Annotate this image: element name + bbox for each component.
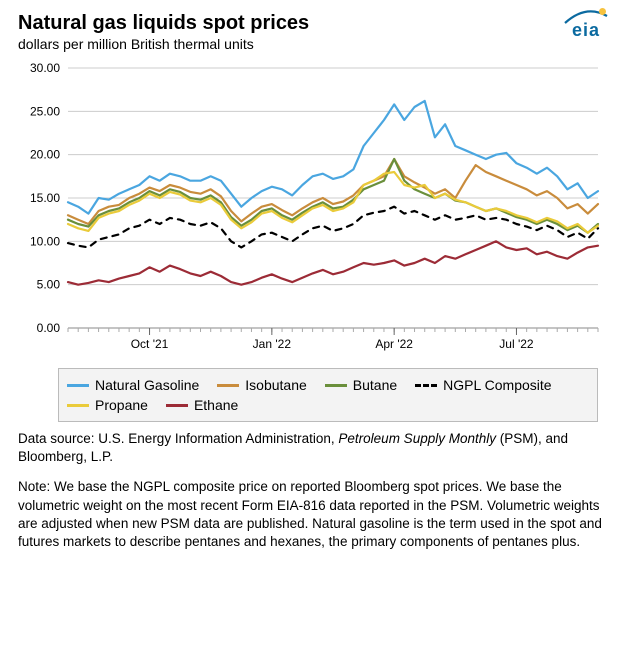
legend-item: NGPL Composite: [415, 375, 551, 395]
svg-text:25.00: 25.00: [30, 104, 60, 118]
legend-label: Propane: [95, 395, 148, 415]
legend-swatch-icon: [166, 404, 188, 407]
svg-text:5.00: 5.00: [37, 278, 61, 292]
svg-text:30.00: 30.00: [30, 61, 60, 75]
svg-text:Jul '22: Jul '22: [499, 337, 534, 351]
legend-swatch-icon: [217, 384, 239, 387]
legend-swatch-icon: [67, 384, 89, 387]
eia-logo: eia: [564, 10, 608, 41]
source-italic: Petroleum Supply Monthly: [338, 431, 496, 446]
chart-card: Natural gas liquids spot prices dollars …: [0, 0, 626, 664]
source-prefix: Data source: U.S. Energy Information Adm…: [18, 431, 338, 446]
legend-label: Natural Gasoline: [95, 375, 199, 395]
chart-legend: Natural Gasoline Isobutane Butane NGPL Comp…: [58, 368, 598, 422]
legend-label: Butane: [353, 375, 397, 395]
line-chart: 0.00 5.00 10.00 15.00 20.00 25.00 30.00 Oct '21…: [18, 52, 608, 362]
svg-text:10.00: 10.00: [30, 234, 60, 248]
legend-swatch-icon: [325, 384, 347, 387]
titles: Natural gas liquids spot prices dollars …: [18, 12, 309, 52]
data-source: Data source: U.S. Energy Information Adm…: [18, 430, 608, 466]
legend-swatch-icon: [67, 404, 89, 407]
svg-text:Jan '22: Jan '22: [253, 337, 292, 351]
legend-item: Isobutane: [217, 375, 307, 395]
eia-arc-icon: [564, 10, 608, 24]
eia-sun-icon: [599, 8, 606, 15]
page-subtitle: dollars per million British thermal unit…: [18, 36, 309, 52]
chart-note: Note: We base the NGPL composite price o…: [18, 478, 608, 551]
legend-label: Isobutane: [245, 375, 307, 395]
series-natural-gasoline: [68, 101, 598, 214]
svg-text:Apr '22: Apr '22: [375, 337, 413, 351]
legend-label: NGPL Composite: [443, 375, 551, 395]
legend-item: Butane: [325, 375, 397, 395]
legend-item: Natural Gasoline: [67, 375, 199, 395]
svg-text:Oct '21: Oct '21: [131, 337, 169, 351]
series-ethane: [68, 241, 598, 284]
legend-swatch-icon: [415, 384, 437, 387]
legend-item: Ethane: [166, 395, 238, 415]
page-title: Natural gas liquids spot prices: [18, 12, 309, 34]
legend-label: Ethane: [194, 395, 238, 415]
svg-text:0.00: 0.00: [37, 321, 61, 335]
legend-item: Propane: [67, 395, 148, 415]
svg-text:15.00: 15.00: [30, 191, 60, 205]
svg-text:20.00: 20.00: [30, 148, 60, 162]
header: Natural gas liquids spot prices dollars …: [18, 12, 608, 52]
